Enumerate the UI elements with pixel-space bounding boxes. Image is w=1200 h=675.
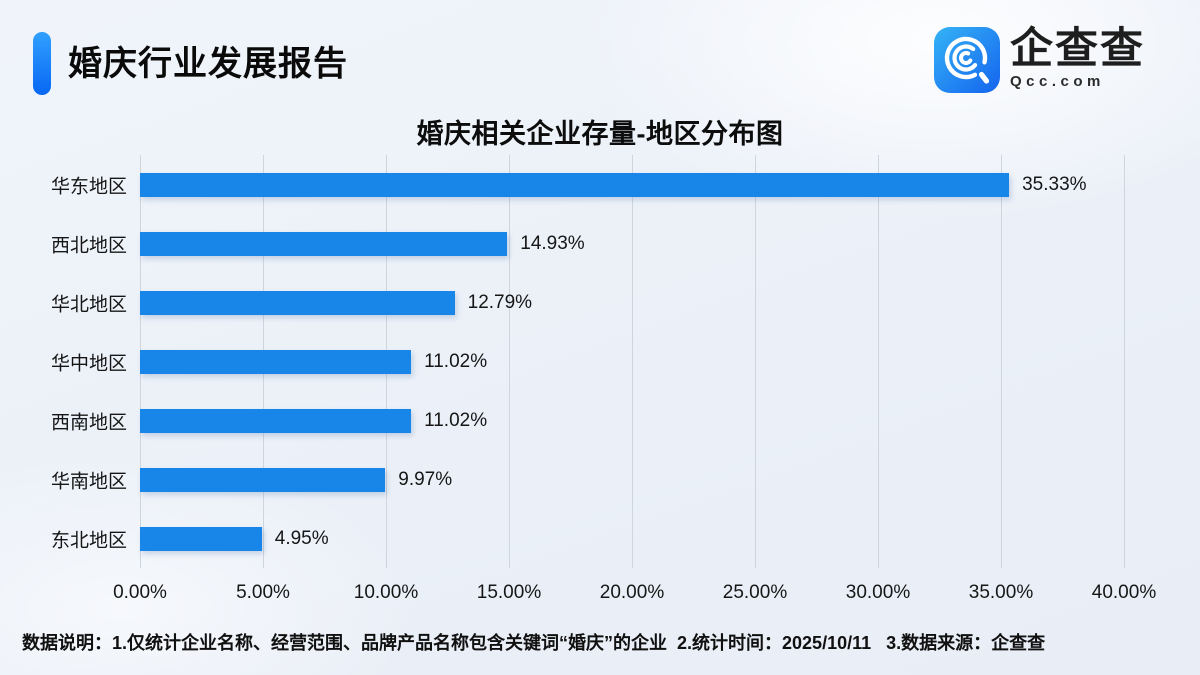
- x-tick-label: 35.00%: [968, 582, 1034, 603]
- x-tick-label: 30.00%: [845, 582, 911, 603]
- qcc-logo-text: 企查查 Qcc.com: [1010, 26, 1156, 90]
- category-label: 西南地区: [50, 412, 127, 433]
- bar-chart-plot-area: 华东地区 35.33% 西北地区 14.93% 华北地区 12.79% 华中地区 11.02%…: [51, 155, 1156, 603]
- category-label: 华南地区: [50, 471, 127, 492]
- bar-row: 西南地区 11.02%: [51, 391, 1124, 450]
- gridline: [1124, 155, 1125, 568]
- bar: [140, 290, 455, 315]
- x-tick-label: 15.00%: [476, 582, 542, 603]
- chart-title: 婚庆相关企业存量-地区分布图: [416, 119, 784, 149]
- qcc-logo: 企查查 Qcc.com: [933, 26, 1156, 94]
- x-tick-label: 10.00%: [353, 582, 419, 603]
- category-label: 华北地区: [50, 294, 127, 315]
- gridline: [755, 155, 756, 568]
- x-tick-label: 20.00%: [599, 582, 665, 603]
- bar-row: 华东地区 35.33%: [51, 155, 1124, 214]
- bar: [140, 467, 386, 492]
- bar: [140, 172, 1010, 197]
- x-tick-label: 0.00%: [113, 582, 167, 603]
- data-note: 数据说明：1.仅统计企业名称、经营范围、品牌产品名称包含关键词“婚庆”的企业 2…: [22, 633, 1046, 653]
- value-label: 12.79%: [467, 291, 533, 313]
- page-title: 婚庆行业发展报告: [68, 45, 348, 83]
- category-label: 东北地区: [50, 530, 127, 551]
- value-label: 9.97%: [398, 468, 453, 490]
- x-tick-label: 40.00%: [1091, 582, 1157, 603]
- title-accent-bar: [33, 32, 51, 95]
- category-label: 西北地区: [50, 235, 127, 256]
- value-label: 14.93%: [520, 232, 585, 254]
- x-tick-label: 5.00%: [236, 582, 290, 603]
- bar: [140, 526, 262, 551]
- bar: [140, 349, 412, 374]
- value-label: 35.33%: [1022, 173, 1087, 195]
- logo-brand: 企查查: [1010, 25, 1145, 73]
- gridline: [632, 155, 633, 568]
- gridline: [509, 155, 510, 568]
- value-label: 11.02%: [424, 409, 488, 431]
- bar-row: 华北地区 12.79%: [51, 273, 1124, 332]
- gridline: [878, 155, 879, 568]
- value-label: 11.02%: [424, 350, 488, 372]
- bar-row: 西北地区 14.93%: [51, 214, 1124, 273]
- bar-row: 华南地区 9.97%: [51, 450, 1124, 509]
- category-label: 华中地区: [50, 353, 127, 374]
- bar: [140, 408, 412, 433]
- qcc-magnifier-icon: [934, 27, 1000, 93]
- logo-domain: Qcc.com: [1010, 73, 1105, 90]
- x-tick-label: 25.00%: [722, 582, 788, 603]
- gridline: [1001, 155, 1002, 568]
- category-label: 华东地区: [50, 176, 127, 197]
- bar-row: 华中地区 11.02%: [51, 332, 1124, 391]
- bar: [140, 231, 508, 256]
- value-label: 4.95%: [274, 527, 329, 549]
- bar-row: 东北地区 4.95%: [51, 509, 1124, 568]
